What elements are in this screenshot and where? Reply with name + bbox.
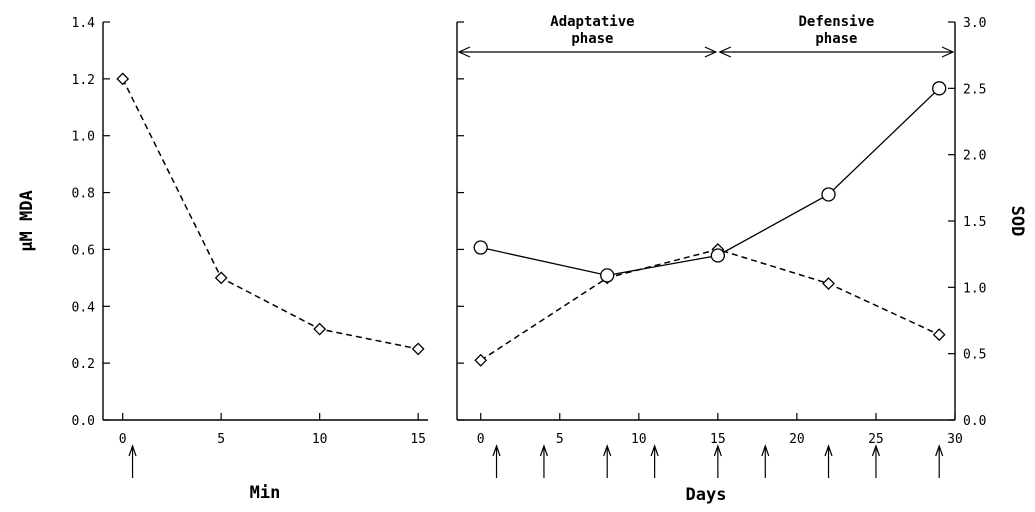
right-panel-x-axis-title: Days <box>686 485 727 505</box>
right-sod-point <box>600 268 615 283</box>
left-y-tick-label: 0.0 <box>72 414 95 429</box>
right-x-tick-label: 5 <box>556 432 564 447</box>
right-panel-arrows <box>492 444 944 478</box>
treatment-arrow <box>539 444 549 478</box>
right-y-tick-label: 0.5 <box>963 348 986 363</box>
left-y-tick-label: 0.2 <box>72 357 95 372</box>
right-sod-point <box>473 240 488 255</box>
right-y-tick-label: 2.0 <box>963 149 986 164</box>
left-mda-line <box>122 78 419 350</box>
right-y-tick-label: 2.5 <box>963 82 986 97</box>
right-panel-x-ticks: 0 5 10 15 20 25 30 <box>477 413 963 447</box>
phase-label-line2: phase <box>815 31 857 47</box>
right-y-tick-label: 1.0 <box>963 281 986 296</box>
right-panel-left-ticks <box>457 21 464 421</box>
right-x-tick-label: 30 <box>947 432 963 447</box>
right-panel-mda-sod-vs-days: 0.0 0.5 1.0 1.5 2.0 2.5 3.0 0 5 10 15 20 25 30 Adapt… <box>456 14 1027 505</box>
phase-label-line1: Defensive <box>798 14 874 30</box>
left-panel-x-ticks: 0 5 10 15 <box>119 413 426 447</box>
right-sod-line <box>480 87 940 277</box>
left-y-tick-label: 0.8 <box>72 187 95 202</box>
right-x-tick-label: 15 <box>710 432 726 447</box>
treatment-arrow <box>492 444 501 478</box>
left-y-tick-label: 1.4 <box>72 16 96 31</box>
left-panel-series <box>116 72 425 356</box>
phase-label-line2: phase <box>571 31 613 47</box>
right-panel-right-axis-title: SOD <box>1007 206 1027 237</box>
right-x-tick-label: 10 <box>631 432 647 447</box>
treatment-arrow <box>871 444 881 478</box>
treatment-arrow <box>761 444 770 478</box>
right-mda-point <box>932 328 946 342</box>
right-mda-point <box>474 353 488 367</box>
left-x-tick-label: 15 <box>410 432 426 447</box>
left-panel-arrows <box>128 444 137 478</box>
right-sod-point <box>932 81 947 96</box>
right-panel-series <box>473 81 947 367</box>
left-x-tick-label: 0 <box>119 432 127 447</box>
phase-label-line1: Adaptative <box>550 14 634 30</box>
left-mda-point <box>214 271 228 285</box>
right-mda-point <box>822 277 835 290</box>
left-panel-y-ticks: 0.0 0.2 0.4 0.6 0.8 1.0 1.2 1.4 <box>72 16 110 429</box>
right-x-tick-label: 25 <box>868 432 884 447</box>
left-panel-x-axis-title: Min <box>250 483 281 503</box>
treatment-arrow <box>824 444 833 478</box>
treatment-arrow <box>650 444 659 478</box>
left-mda-point <box>313 322 327 336</box>
treatment-arrow <box>603 444 612 478</box>
treatment-arrow <box>713 444 722 478</box>
right-y-tick-label: 3.0 <box>963 16 986 31</box>
left-y-tick-label: 0.4 <box>72 300 96 315</box>
right-sod-point <box>821 187 836 202</box>
right-y-tick-label: 1.5 <box>963 215 986 230</box>
treatment-arrow <box>128 444 137 478</box>
right-sod-point <box>710 248 726 263</box>
left-mda-point <box>116 72 130 86</box>
left-mda-point <box>411 342 425 356</box>
left-y-tick-label: 0.6 <box>72 243 95 258</box>
left-y-tick-label: 1.0 <box>72 130 95 145</box>
left-panel-mda-vs-min: 0.0 0.2 0.4 0.6 0.8 1.0 1.2 1.4 0 5 10 15 μM MDA M… <box>17 16 428 503</box>
right-x-tick-label: 0 <box>477 432 485 447</box>
right-panel-right-ticks: 0.0 0.5 1.0 1.5 2.0 2.5 3.0 <box>948 16 986 429</box>
right-x-tick-label: 20 <box>789 432 805 447</box>
right-y-tick-label: 0.0 <box>963 414 986 429</box>
left-x-tick-label: 5 <box>217 432 225 447</box>
right-mda-line <box>480 248 940 361</box>
left-y-tick-label: 1.2 <box>72 73 95 88</box>
treatment-arrow <box>935 444 944 478</box>
left-x-tick-label: 10 <box>312 432 328 447</box>
left-panel-y-axis-title: μM MDA <box>17 190 37 251</box>
